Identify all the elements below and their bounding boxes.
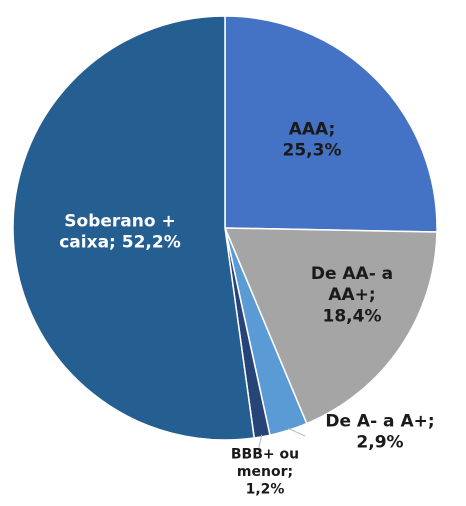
data-label: Soberano + — [64, 211, 175, 231]
pie-slice — [223, 227, 438, 425]
data-label: De A- a A+; — [325, 411, 434, 431]
data-label: AAA; — [289, 119, 336, 139]
data-label: 25,3% — [283, 141, 342, 161]
data-label: De AA- a — [311, 264, 393, 284]
leader-line — [287, 427, 306, 437]
data-label: 2,9% — [356, 433, 403, 453]
data-label: menor; — [237, 464, 293, 480]
pie-slice — [224, 15, 438, 233]
data-label: BBB+ ou — [231, 447, 299, 463]
data-label: AA+; — [328, 285, 375, 305]
data-label: caixa; 52,2% — [59, 233, 181, 253]
pie-slice — [12, 15, 256, 441]
data-label: 1,2% — [246, 482, 285, 498]
data-label: 18,4% — [323, 306, 382, 326]
leader-line — [257, 434, 263, 453]
